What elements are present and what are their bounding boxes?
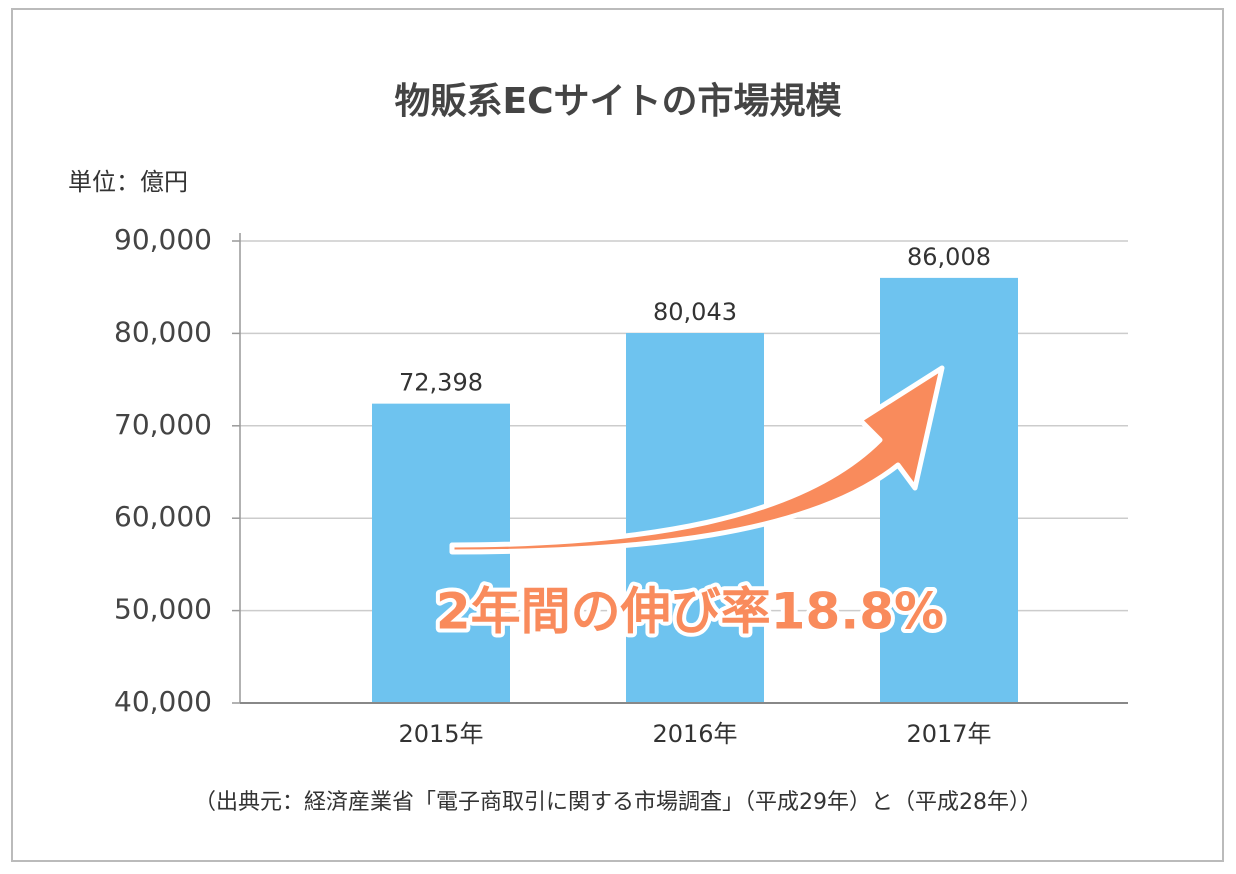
frame	[11, 8, 1224, 862]
y-tick-label: 90,000	[114, 223, 212, 256]
value-label: 86,008	[907, 243, 991, 271]
y-tick-label: 70,000	[114, 408, 212, 441]
y-tick-label: 40,000	[114, 685, 212, 718]
unit-label: 単位：億円	[68, 168, 188, 196]
x-tick-label: 2016年	[652, 720, 737, 748]
value-label: 80,043	[653, 298, 737, 326]
bar	[880, 277, 1018, 703]
source-note: （出典元：経済産業省「電子商取引に関する市場調査」（平成29年）と（平成28年）…	[194, 790, 1042, 815]
x-tick-label: 2015年	[398, 720, 483, 748]
y-tick-label: 60,000	[114, 500, 212, 533]
y-tick-label: 50,000	[114, 593, 212, 626]
value-label: 72,398	[399, 369, 483, 397]
y-tick-label: 80,000	[114, 315, 212, 348]
chart-title: 物販系ECサイトの市場規模	[394, 81, 841, 122]
x-tick-label: 2017年	[906, 720, 991, 748]
growth-arrow	[449, 365, 945, 555]
overlay: 2年間の伸び率18.8%	[432, 365, 948, 645]
annotation: 2年間の伸び率18.8%	[436, 583, 944, 641]
